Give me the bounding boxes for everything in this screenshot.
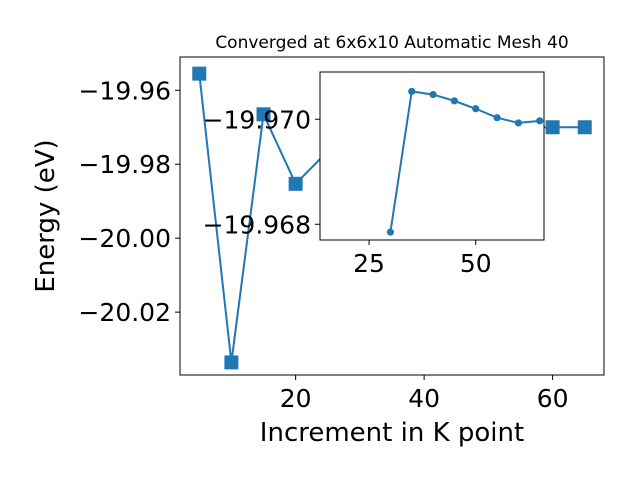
- y-axis-label: Energy (eV): [31, 139, 61, 292]
- main-data-point: [256, 107, 271, 122]
- inset-series: [386, 87, 544, 236]
- main-axis-ticks: 20 40 60 −19.96 −19.98 −20.00 −20.02: [78, 76, 568, 413]
- main-x-tick-label: 60: [537, 384, 569, 413]
- main-y-tick-label: −20.02: [78, 298, 171, 327]
- inset-data-point: [429, 90, 437, 99]
- inset-data-point: [536, 117, 544, 125]
- main-x-tick-label: 20: [280, 384, 312, 413]
- inset-axis-ticks: 25 50 −19.970 −19.968: [203, 105, 492, 278]
- main-data-point: [577, 120, 592, 135]
- main-data-point: [224, 355, 239, 370]
- main-y-tick-label: −20.00: [78, 224, 171, 253]
- inset-x-tick-label: 50: [460, 249, 492, 278]
- inset-data-point: [472, 105, 480, 113]
- main-x-tick-label: 40: [408, 384, 440, 413]
- main-y-tick-label: −19.96: [78, 76, 171, 105]
- main-data-point: [192, 66, 207, 81]
- inset-data-point: [386, 228, 394, 236]
- inset-x-tick-label: 25: [353, 249, 385, 278]
- inset-data-point: [493, 114, 501, 122]
- inset-data-point: [450, 97, 458, 105]
- chart-title: Converged at 6x6x10 Automatic Mesh 40: [215, 33, 568, 53]
- inset-plot-frame: [319, 71, 545, 241]
- inset-y-tick-label: −19.970: [203, 105, 311, 134]
- main-data-point: [545, 120, 560, 135]
- inset-data-point: [408, 87, 416, 96]
- inset-data-point: [514, 119, 523, 127]
- main-y-tick-label: −19.98: [78, 150, 171, 179]
- x-axis-label: Increment in K point: [260, 418, 524, 448]
- main-data-point: [288, 176, 303, 191]
- inset-y-tick-label: −19.968: [203, 210, 311, 239]
